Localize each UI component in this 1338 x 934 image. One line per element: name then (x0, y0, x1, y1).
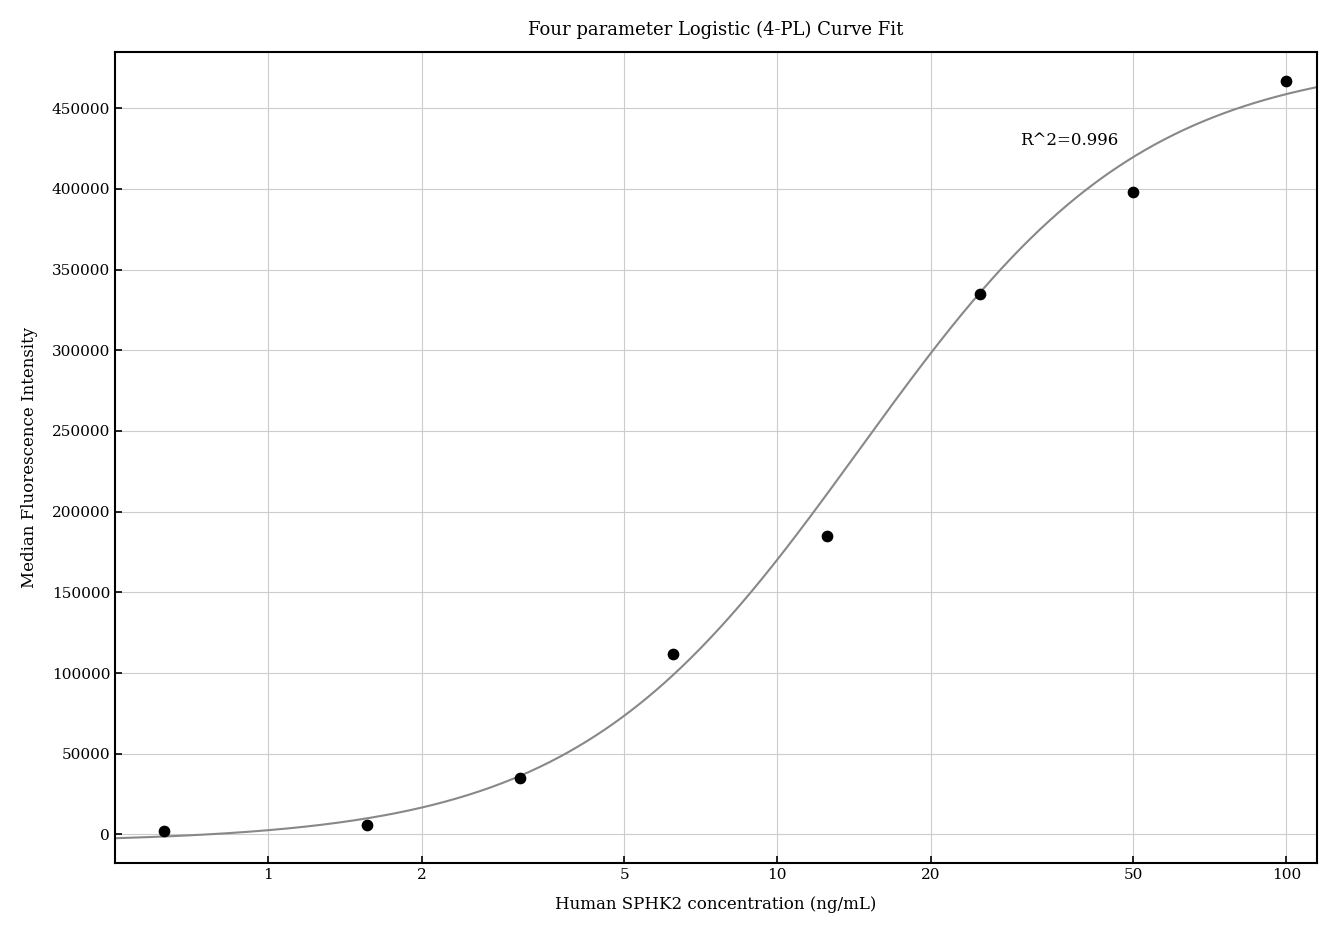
Point (1123, 185, 1144, 200)
Point (1275, 74, 1297, 89)
Point (356, 817, 377, 832)
Y-axis label: Median Fluorescence Intensity: Median Fluorescence Intensity (21, 327, 37, 588)
Title: Four parameter Logistic (4-PL) Curve Fit: Four parameter Logistic (4-PL) Curve Fit (529, 21, 903, 39)
Point (969, 287, 990, 302)
Point (662, 646, 684, 661)
Point (510, 771, 531, 785)
Point (816, 529, 838, 544)
Point (154, 824, 175, 839)
X-axis label: Human SPHK2 concentration (ng/mL): Human SPHK2 concentration (ng/mL) (555, 896, 876, 913)
Text: R^2=0.996: R^2=0.996 (1020, 133, 1119, 149)
